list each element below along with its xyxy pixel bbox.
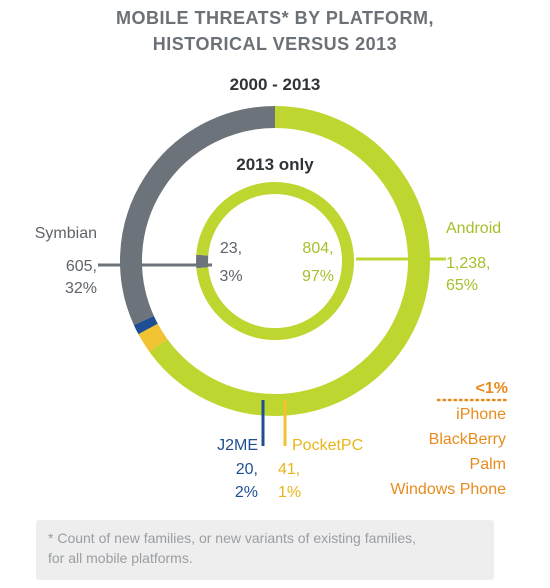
symbian-outer-percent: 32% bbox=[65, 280, 97, 297]
footnote-line-1: * Count of new families, or new variants… bbox=[48, 530, 417, 546]
minor-item-palm: Palm bbox=[470, 456, 506, 473]
symbian-outer-name: Symbian bbox=[35, 225, 97, 242]
pocketpc-percent: 1% bbox=[278, 484, 301, 501]
android-outer-name: Android bbox=[446, 220, 501, 237]
outer-ring-label: 2000 - 2013 bbox=[230, 75, 321, 94]
minor-group-label: <1% bbox=[476, 380, 508, 397]
outer-slice-symbian bbox=[120, 106, 276, 326]
footnote: * Count of new families, or new variants… bbox=[36, 520, 494, 580]
symbian-inner-value: 23, bbox=[220, 240, 242, 257]
chart-title: MOBILE THREATS* BY PLATFORM, bbox=[116, 8, 434, 28]
outer-slice-j2me bbox=[133, 315, 158, 335]
minor-item-iphone: iPhone bbox=[456, 406, 506, 423]
j2me-percent: 2% bbox=[235, 484, 258, 501]
j2me-name: J2ME bbox=[217, 437, 258, 454]
minor-item-blackberry: BlackBerry bbox=[429, 431, 506, 448]
inner-ring bbox=[196, 182, 354, 341]
outer-slice-pocketpc bbox=[138, 323, 168, 352]
j2me-value: 20, bbox=[236, 461, 258, 478]
footnote-line-2: for all mobile platforms. bbox=[48, 550, 193, 566]
chart-subtitle: HISTORICAL VERSUS 2013 bbox=[153, 34, 397, 54]
pocketpc-name: PocketPC bbox=[292, 437, 363, 454]
minor-item-windows-phone: Windows Phone bbox=[390, 481, 506, 498]
android-inner-value: 804, bbox=[302, 240, 333, 257]
outer-ring bbox=[120, 106, 430, 416]
symbian-inner-percent: 3% bbox=[219, 268, 242, 285]
pocketpc-value: 41, bbox=[278, 461, 300, 478]
android-outer-value: 1,238, bbox=[446, 255, 490, 272]
outer-slice-android bbox=[149, 106, 430, 416]
android-outer-percent: 65% bbox=[446, 277, 478, 294]
inner-ring-label: 2013 only bbox=[236, 155, 314, 174]
inner-slice-android bbox=[196, 182, 354, 341]
symbian-outer-value: 605, bbox=[66, 258, 97, 275]
android-inner-percent: 97% bbox=[302, 268, 334, 285]
